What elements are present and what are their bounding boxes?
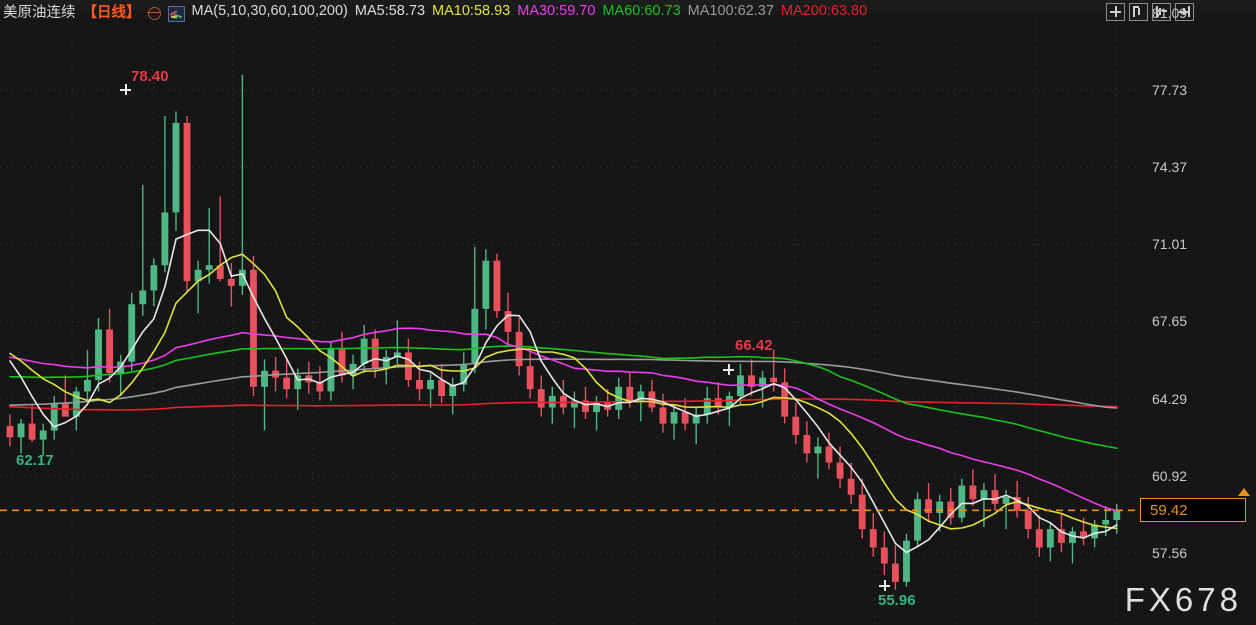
price-axis[interactable]: 81.09 77.73 74.37 71.01 67.65 64.29 60.92 57.56… bbox=[1140, 5, 1256, 625]
watermark-label: FX678 bbox=[1124, 581, 1242, 618]
axis-tick-2: 74.37 bbox=[1152, 159, 1188, 176]
high-crosshair-marker bbox=[120, 84, 131, 95]
mid-crosshair-marker bbox=[723, 364, 734, 375]
axis-arrow-icon bbox=[1238, 488, 1250, 497]
symbol-label: 美原油连续 bbox=[3, 4, 76, 21]
annotation-low: 55.96 bbox=[878, 592, 916, 609]
low-crosshair-marker bbox=[879, 580, 890, 591]
axis-tick-7: 57.56 bbox=[1152, 545, 1188, 561]
axis-tick-0: 81.09 bbox=[1152, 5, 1188, 21]
axis-tick-4: 67.65 bbox=[1152, 313, 1188, 330]
ma-definition-label: MA(5,10,30,60,100,200) bbox=[191, 3, 348, 19]
align-right-icon[interactable] bbox=[1175, 3, 1194, 21]
chart-toolbar bbox=[1106, 3, 1194, 21]
fit-all-icon[interactable] bbox=[1106, 3, 1125, 21]
indicator-chart-icon[interactable] bbox=[167, 6, 185, 22]
axis-tick-1: 77.73 bbox=[1152, 82, 1188, 99]
align-left-icon[interactable] bbox=[1129, 3, 1148, 21]
annotation-mid: 66.42 bbox=[735, 337, 773, 354]
period-label[interactable]: 【日线】 bbox=[82, 4, 141, 21]
annotation-left: 62.17 bbox=[16, 452, 54, 469]
ma60-value: MA60:60.73 bbox=[602, 3, 681, 19]
align-expand-icon[interactable] bbox=[1152, 3, 1171, 21]
chart-header: 美原油连续 【日线】 MA(5,10,30,60,100,200) MA5:58… bbox=[0, 0, 1256, 22]
annotation-high: 78.40 bbox=[131, 68, 169, 85]
axis-tick-3: 71.01 bbox=[1152, 236, 1188, 253]
axis-tick-6: 60.92 bbox=[1152, 467, 1188, 484]
axis-tick-5: 64.29 bbox=[1152, 390, 1188, 407]
ma30-value: MA30:59.70 bbox=[517, 3, 596, 19]
ma100-value: MA100:62.37 bbox=[687, 3, 774, 19]
ma200-value: MA200:63.80 bbox=[780, 3, 868, 19]
price-chart-plot[interactable] bbox=[0, 22, 1140, 625]
ma10-value: MA10:58.93 bbox=[432, 3, 511, 19]
candlestick-svg bbox=[0, 22, 1140, 625]
crosshair-circle-icon[interactable] bbox=[146, 6, 161, 20]
last-price-tag[interactable]: 59.42 bbox=[1140, 498, 1246, 523]
ma5-value: MA5:58.73 bbox=[354, 3, 426, 19]
